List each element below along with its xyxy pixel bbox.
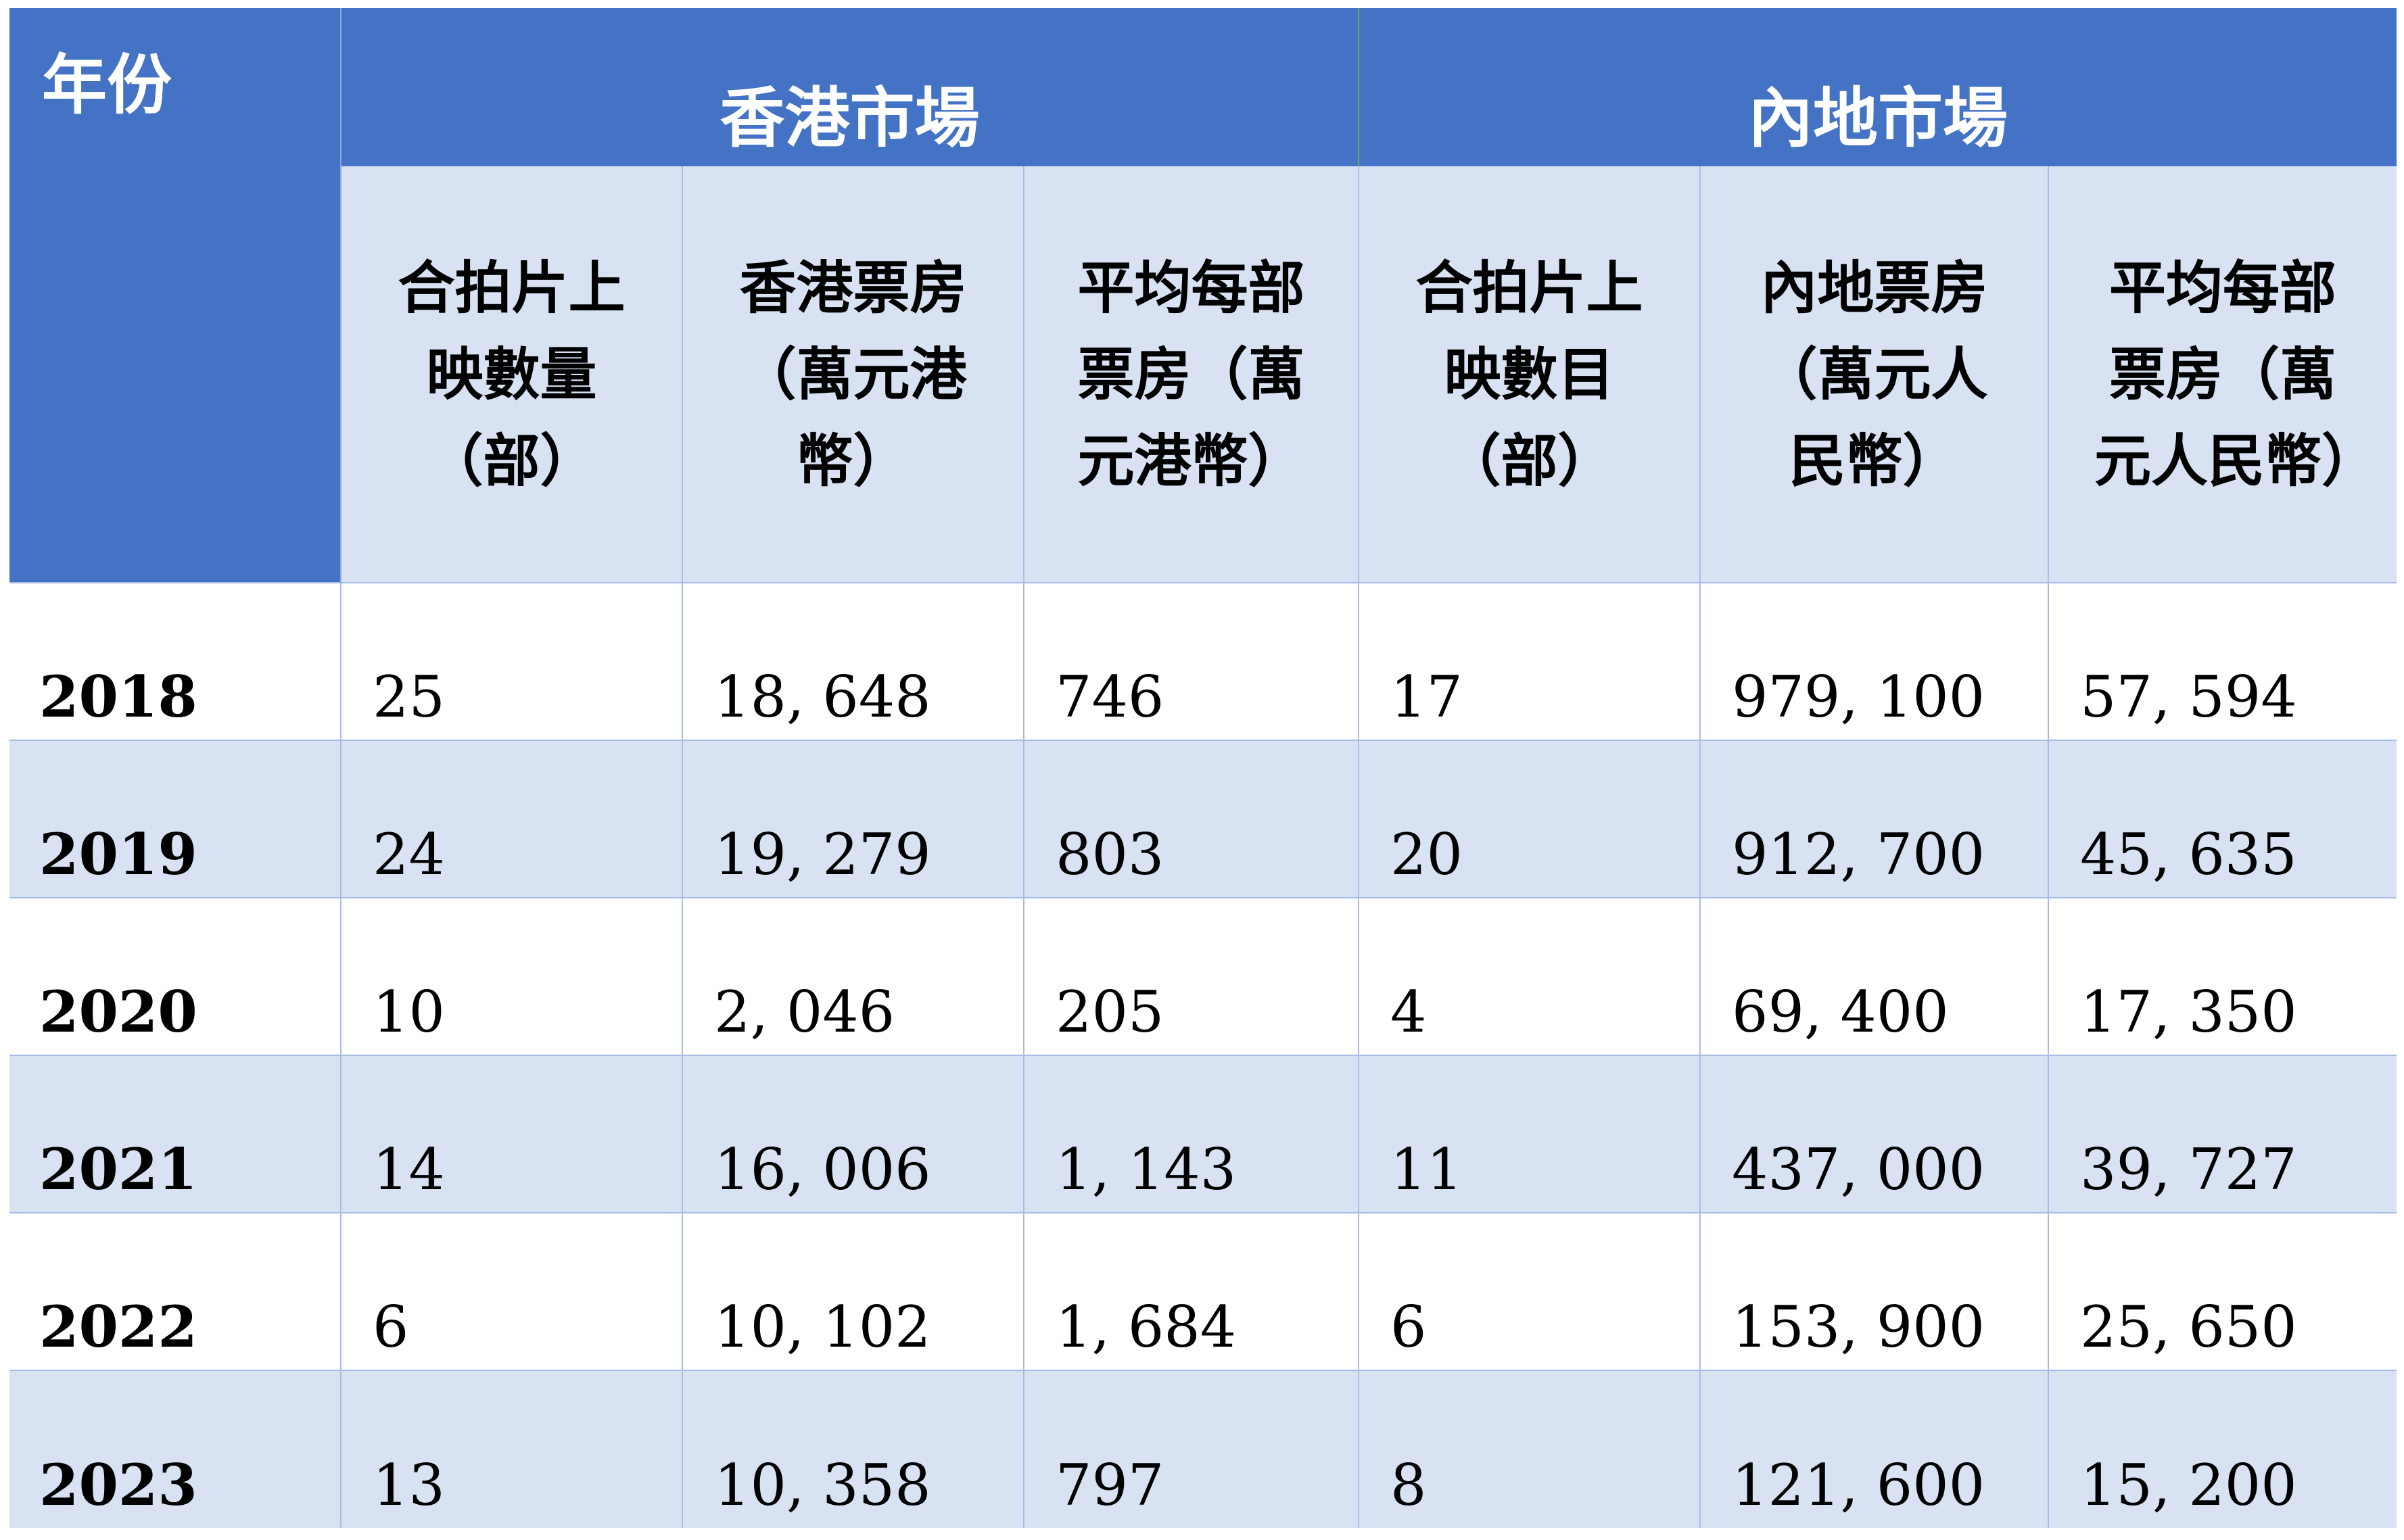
hk-count-cell: 25 [340, 582, 682, 740]
cn-average-cell: 57, 594 [2048, 582, 2397, 740]
cn-box-office-header: 內地票房（萬元人民幣） [1699, 166, 2049, 583]
header-sub-row: 合拍片上映數量（部） 香港票房（萬元港幣） 平均每部票房（萬元港幣） 合拍片上映… [9, 166, 2397, 583]
year-cell: 2023 [9, 1370, 341, 1528]
table-row: 2022 6 10, 102 1, 684 6 153, 900 25, 650 [9, 1212, 2397, 1370]
hk-market-header: 香港市場 [341, 8, 1360, 166]
hk-box-office-cell: 10, 358 [682, 1370, 1024, 1528]
hk-count-cell: 24 [340, 740, 682, 898]
cn-count-cell: 17 [1358, 582, 1701, 740]
cn-box-office-cell: 121, 600 [1699, 1370, 2049, 1528]
hk-average-cell: 797 [1022, 1370, 1359, 1528]
cn-count-cell: 8 [1358, 1370, 1701, 1528]
hk-box-office-cell: 16, 006 [682, 1055, 1024, 1213]
table-row: 2023 13 10, 358 797 8 121, 600 15, 200 [9, 1370, 2397, 1528]
hk-count-cell: 10 [340, 897, 682, 1055]
box-office-table-wrapper: 年份 香港市場 內地市場 合拍片上映數量（部） 香港票房（萬元港幣） 平均每部票… [9, 8, 2397, 1528]
cn-box-office-cell: 979, 100 [1699, 582, 2049, 740]
table-row: 2018 25 18, 648 746 17 979, 100 57, 594 [9, 582, 2397, 740]
hk-box-office-header: 香港票房（萬元港幣） [682, 166, 1024, 583]
cn-box-office-cell: 437, 000 [1699, 1055, 2049, 1213]
hk-count-header: 合拍片上映數量（部） [340, 166, 682, 583]
hk-average-cell: 1, 143 [1022, 1055, 1359, 1213]
year-cell: 2021 [9, 1055, 341, 1213]
year-cell: 2020 [9, 897, 341, 1055]
hk-average-cell: 803 [1022, 740, 1359, 898]
table-row: 2019 24 19, 279 803 20 912, 700 45, 635 [9, 740, 2397, 898]
hk-count-cell: 14 [340, 1055, 682, 1213]
cn-box-office-cell: 69, 400 [1699, 897, 2049, 1055]
hk-box-office-cell: 19, 279 [682, 740, 1024, 898]
year-cell: 2019 [9, 740, 341, 898]
cn-count-cell: 6 [1358, 1212, 1701, 1370]
cn-average-header: 平均每部票房（萬元人民幣） [2048, 166, 2397, 583]
hk-average-cell: 746 [1022, 582, 1359, 740]
hk-count-cell: 13 [340, 1370, 682, 1528]
cn-box-office-cell: 912, 700 [1699, 740, 2049, 898]
year-cell: 2018 [9, 582, 341, 740]
hk-average-cell: 205 [1022, 897, 1359, 1055]
mainland-market-header: 內地市場 [1359, 8, 2397, 166]
cn-average-cell: 45, 635 [2048, 740, 2397, 898]
cn-box-office-cell: 153, 900 [1699, 1212, 2049, 1370]
cn-average-cell: 15, 200 [2048, 1370, 2397, 1528]
cn-average-cell: 25, 650 [2048, 1212, 2397, 1370]
cn-count-header: 合拍片上映數目（部） [1358, 166, 1701, 583]
hk-box-office-cell: 2, 046 [682, 897, 1024, 1055]
table-row: 2021 14 16, 006 1, 143 11 437, 000 39, 7… [9, 1055, 2397, 1213]
header-group-row: 年份 香港市場 內地市場 [9, 8, 2397, 583]
cn-average-cell: 17, 350 [2048, 897, 2397, 1055]
year-column-header: 年份 [9, 8, 341, 583]
hk-count-cell: 6 [340, 1212, 682, 1370]
table-row: 2020 10 2, 046 205 4 69, 400 17, 350 [9, 897, 2397, 1055]
cn-count-cell: 4 [1358, 897, 1701, 1055]
hk-average-cell: 1, 684 [1022, 1212, 1359, 1370]
hk-average-header: 平均每部票房（萬元港幣） [1022, 166, 1359, 583]
hk-box-office-cell: 10, 102 [682, 1212, 1024, 1370]
hk-box-office-cell: 18, 648 [682, 582, 1024, 740]
cn-average-cell: 39, 727 [2048, 1055, 2397, 1213]
cn-count-cell: 20 [1358, 740, 1701, 898]
cn-count-cell: 11 [1358, 1055, 1701, 1213]
year-cell: 2022 [9, 1212, 341, 1370]
box-office-table: 年份 香港市場 內地市場 合拍片上映數量（部） 香港票房（萬元港幣） 平均每部票… [9, 8, 2397, 1528]
